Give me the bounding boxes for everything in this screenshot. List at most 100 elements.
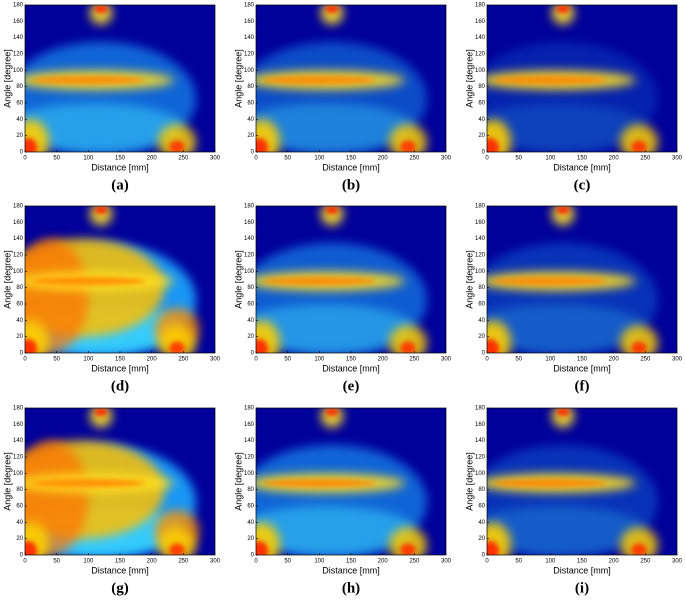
x-tick-label: 50 [515,559,522,565]
y-tick-label: 120 [244,253,255,259]
y-tick-label: 140 [13,236,24,242]
y-tick-label: 40 [16,520,23,526]
x-tick-label: 150 [115,559,126,565]
y-tick-label: 20 [247,334,254,340]
x-tick-label: 300 [672,357,683,363]
y-tick-label: 120 [244,455,255,461]
y-tick-label: 160 [475,422,486,428]
y-tick-label: 140 [475,236,486,242]
x-tick-label: 300 [210,357,221,363]
x-tick-label: 300 [441,156,452,162]
y-tick-label: 180 [475,406,486,412]
panel-caption: (e) [343,378,360,394]
y-tick-label: 40 [247,117,254,123]
y-tick-label: 60 [247,101,254,107]
y-tick-label: 120 [475,253,486,259]
panel-caption: (h) [342,580,360,596]
panel: 0 50 100 150 200 250 300 0 20 40 60 80 100 120 140 160 1… [464,406,683,597]
x-tick-label: 150 [346,156,357,162]
x-axis-label: Distance [mm] [322,162,380,172]
y-tick-label: 160 [13,220,24,226]
x-tick-label: 0 [23,357,27,363]
y-tick-label: 40 [247,318,254,324]
y-tick-label: 40 [247,520,254,526]
y-axis-label: Angle [degree] [464,452,474,511]
x-tick-label: 50 [515,357,522,363]
y-tick-label: 60 [478,302,485,308]
x-tick-label: 250 [409,156,420,162]
y-tick-label: 180 [13,204,24,210]
x-tick-label: 150 [346,357,357,363]
y-tick-label: 180 [13,3,24,9]
y-axis-label: Angle [degree] [2,250,12,309]
x-axis-label: Distance [mm] [91,363,149,373]
y-tick-label: 100 [13,68,24,74]
x-tick-label: 0 [254,156,258,162]
panel-caption: (b) [342,177,360,193]
x-tick-label: 100 [545,156,556,162]
y-tick-label: 60 [247,504,254,510]
x-tick-label: 300 [672,559,683,565]
y-tick-label: 80 [247,84,254,90]
y-tick-label: 120 [13,455,24,461]
y-tick-label: 0 [482,553,486,559]
x-tick-label: 50 [515,156,522,162]
y-tick-label: 40 [16,117,23,123]
y-tick-label: 40 [478,318,485,324]
heatmap [256,408,446,555]
y-tick-label: 180 [475,204,486,210]
y-tick-label: 100 [475,68,486,74]
y-tick-label: 80 [247,487,254,493]
y-tick-label: 60 [478,101,485,107]
x-tick-label: 100 [83,559,94,565]
y-tick-label: 0 [482,351,486,357]
y-tick-label: 180 [13,406,24,412]
x-tick-label: 50 [284,156,291,162]
y-tick-label: 0 [482,150,486,156]
y-tick-label: 180 [244,3,255,9]
panel-caption: (a) [111,177,129,193]
x-tick-label: 250 [640,156,651,162]
x-tick-label: 300 [210,156,221,162]
x-tick-label: 100 [545,357,556,363]
y-axis-label: Angle [degree] [233,49,243,108]
y-tick-label: 100 [244,269,255,275]
y-tick-label: 120 [475,52,486,58]
x-tick-label: 50 [284,559,291,565]
y-tick-label: 160 [13,19,24,25]
x-tick-label: 150 [577,156,588,162]
x-tick-label: 250 [640,357,651,363]
x-tick-label: 150 [115,357,126,363]
x-tick-label: 100 [83,156,94,162]
x-tick-label: 100 [314,559,325,565]
x-axis-label: Distance [mm] [553,363,611,373]
y-axis-label: Angle [degree] [2,452,12,511]
x-axis-label: Distance [mm] [553,565,611,575]
heatmap [487,5,677,152]
x-tick-label: 250 [178,156,189,162]
x-tick-label: 0 [254,357,258,363]
y-tick-label: 0 [20,553,24,559]
y-axis-label: Angle [degree] [233,452,243,511]
x-tick-label: 50 [284,357,291,363]
x-tick-label: 250 [178,559,189,565]
y-tick-label: 140 [475,438,486,444]
y-tick-label: 80 [16,84,23,90]
panel: 0 50 100 150 200 250 300 0 20 40 60 80 100 120 140 160 1… [233,406,452,597]
y-tick-label: 140 [13,35,24,41]
x-tick-label: 250 [640,559,651,565]
x-tick-label: 200 [147,156,158,162]
x-tick-label: 300 [441,559,452,565]
y-tick-label: 160 [13,422,24,428]
y-axis-label: Angle [degree] [464,250,474,309]
y-tick-label: 20 [247,536,254,542]
heatmap [256,5,446,152]
y-tick-label: 160 [244,220,255,226]
x-axis-label: Distance [mm] [553,162,611,172]
x-tick-label: 50 [53,156,60,162]
y-tick-label: 80 [478,84,485,90]
y-tick-label: 60 [247,302,254,308]
y-tick-label: 160 [475,220,486,226]
x-tick-label: 0 [254,559,258,565]
